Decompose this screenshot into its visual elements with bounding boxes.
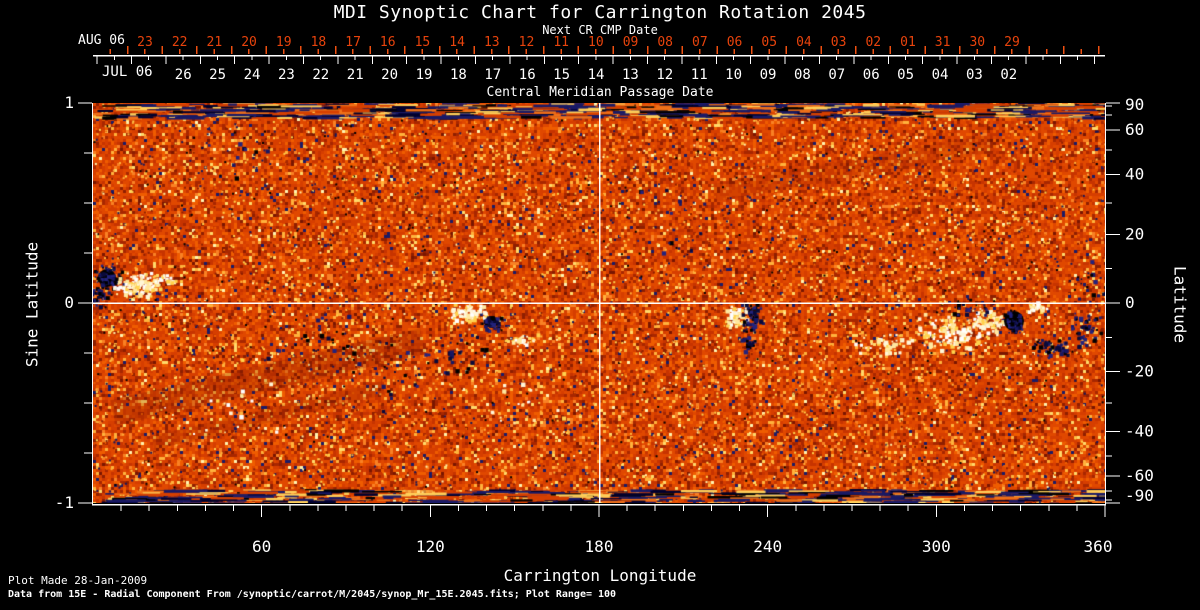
svg-text:18: 18	[311, 35, 327, 50]
cmp-axis-ticks: 26 25 24 23 22 21 20 19 18 17 16 15 14 13 12 11 10 09 08 07…	[93, 54, 1105, 83]
svg-text:01: 01	[900, 35, 916, 50]
svg-text:09: 09	[760, 67, 777, 83]
svg-text:07: 07	[692, 35, 708, 50]
svg-text:12: 12	[519, 35, 535, 50]
svg-text:04: 04	[796, 35, 812, 50]
svg-text:31: 31	[935, 35, 951, 50]
sine-latitude-axis-label: Sine Latitude	[22, 241, 42, 368]
page-title: MDI Synoptic Chart for Carrington Rotati…	[333, 2, 867, 23]
next-cr-cmp-axis-ticks: 23 22 21 20 19 18 17 16 15 14 13 12 11 10 09 08 07 06 05 04…	[109, 35, 1100, 54]
svg-text:15: 15	[553, 67, 570, 83]
svg-text:16: 16	[380, 35, 396, 50]
svg-text:21: 21	[347, 67, 364, 83]
svg-text:04: 04	[932, 67, 949, 83]
svg-text:17: 17	[345, 35, 361, 50]
svg-text:-20: -20	[1125, 361, 1154, 380]
svg-text:13: 13	[622, 67, 639, 83]
svg-text:10: 10	[588, 35, 604, 50]
latitude-axis: 90 60 40 20 0 -20 -40 -60-90	[1105, 95, 1154, 505]
svg-text:-1: -1	[55, 493, 74, 512]
svg-text:40: 40	[1125, 164, 1144, 183]
carrington-longitude-axis: 60 120 180 240 300 360	[92, 503, 1113, 556]
cmp-month-label: JUL 06	[102, 64, 153, 80]
svg-text:0: 0	[64, 293, 74, 312]
svg-text:15: 15	[415, 35, 431, 50]
next-cr-cmp-date-label: Next CR CMP Date	[542, 23, 658, 37]
svg-text:21: 21	[207, 35, 223, 50]
svg-text:1: 1	[64, 93, 74, 112]
svg-text:360: 360	[1084, 537, 1113, 556]
carrington-longitude-axis-label: Carrington Longitude	[503, 566, 697, 585]
svg-text:13: 13	[484, 35, 500, 50]
svg-text:22: 22	[312, 67, 329, 83]
svg-text:-40: -40	[1125, 422, 1154, 441]
svg-text:0: 0	[1125, 293, 1135, 312]
svg-text:19: 19	[416, 67, 433, 83]
svg-text:16: 16	[519, 67, 536, 83]
svg-text:09: 09	[623, 35, 639, 50]
svg-text:10: 10	[725, 67, 742, 83]
svg-text:120: 120	[416, 537, 445, 556]
svg-text:23: 23	[137, 35, 153, 50]
svg-text:29: 29	[1004, 35, 1020, 50]
svg-text:08: 08	[657, 35, 673, 50]
svg-text:06: 06	[863, 67, 880, 83]
plot-made-date-text: Plot Made 28-Jan-2009	[8, 574, 148, 587]
svg-text:03: 03	[831, 35, 847, 50]
svg-text:14: 14	[588, 67, 605, 83]
svg-text:24: 24	[244, 67, 261, 83]
svg-text:17: 17	[484, 67, 501, 83]
svg-text:02: 02	[1000, 67, 1017, 83]
svg-text:30: 30	[969, 35, 985, 50]
svg-text:26: 26	[175, 67, 192, 83]
svg-text:300: 300	[922, 537, 951, 556]
svg-text:12: 12	[656, 67, 673, 83]
svg-text:90: 90	[1125, 95, 1144, 114]
svg-text:240: 240	[753, 537, 782, 556]
svg-text:02: 02	[865, 35, 881, 50]
svg-text:20: 20	[1125, 225, 1144, 244]
svg-text:19: 19	[276, 35, 292, 50]
cmp-axis-title: Central Meridian Passage Date	[486, 85, 714, 100]
reference-lines	[93, 103, 1105, 503]
svg-text:18: 18	[450, 67, 467, 83]
svg-text:08: 08	[794, 67, 811, 83]
svg-text:-60: -60	[1125, 466, 1154, 485]
svg-text:14: 14	[449, 35, 465, 50]
svg-text:05: 05	[761, 35, 777, 50]
data-source-text: Data from 15E - Radial Component From /s…	[8, 589, 617, 600]
svg-text:23: 23	[278, 67, 295, 83]
svg-text:-90: -90	[1125, 486, 1154, 505]
next-cr-month-label: AUG 06	[78, 33, 125, 48]
svg-text:22: 22	[172, 35, 188, 50]
svg-text:60: 60	[252, 537, 271, 556]
svg-text:05: 05	[897, 67, 914, 83]
svg-text:20: 20	[381, 67, 398, 83]
svg-text:06: 06	[727, 35, 743, 50]
svg-text:11: 11	[553, 35, 569, 50]
svg-text:11: 11	[691, 67, 708, 83]
svg-text:180: 180	[585, 537, 614, 556]
latitude-axis-label: Latitude	[1170, 265, 1190, 344]
svg-text:03: 03	[966, 67, 983, 83]
svg-text:25: 25	[209, 67, 226, 83]
svg-text:20: 20	[241, 35, 257, 50]
svg-text:07: 07	[828, 67, 845, 83]
sine-latitude-axis: 1 0 -1	[55, 93, 93, 512]
svg-text:60: 60	[1125, 120, 1144, 139]
